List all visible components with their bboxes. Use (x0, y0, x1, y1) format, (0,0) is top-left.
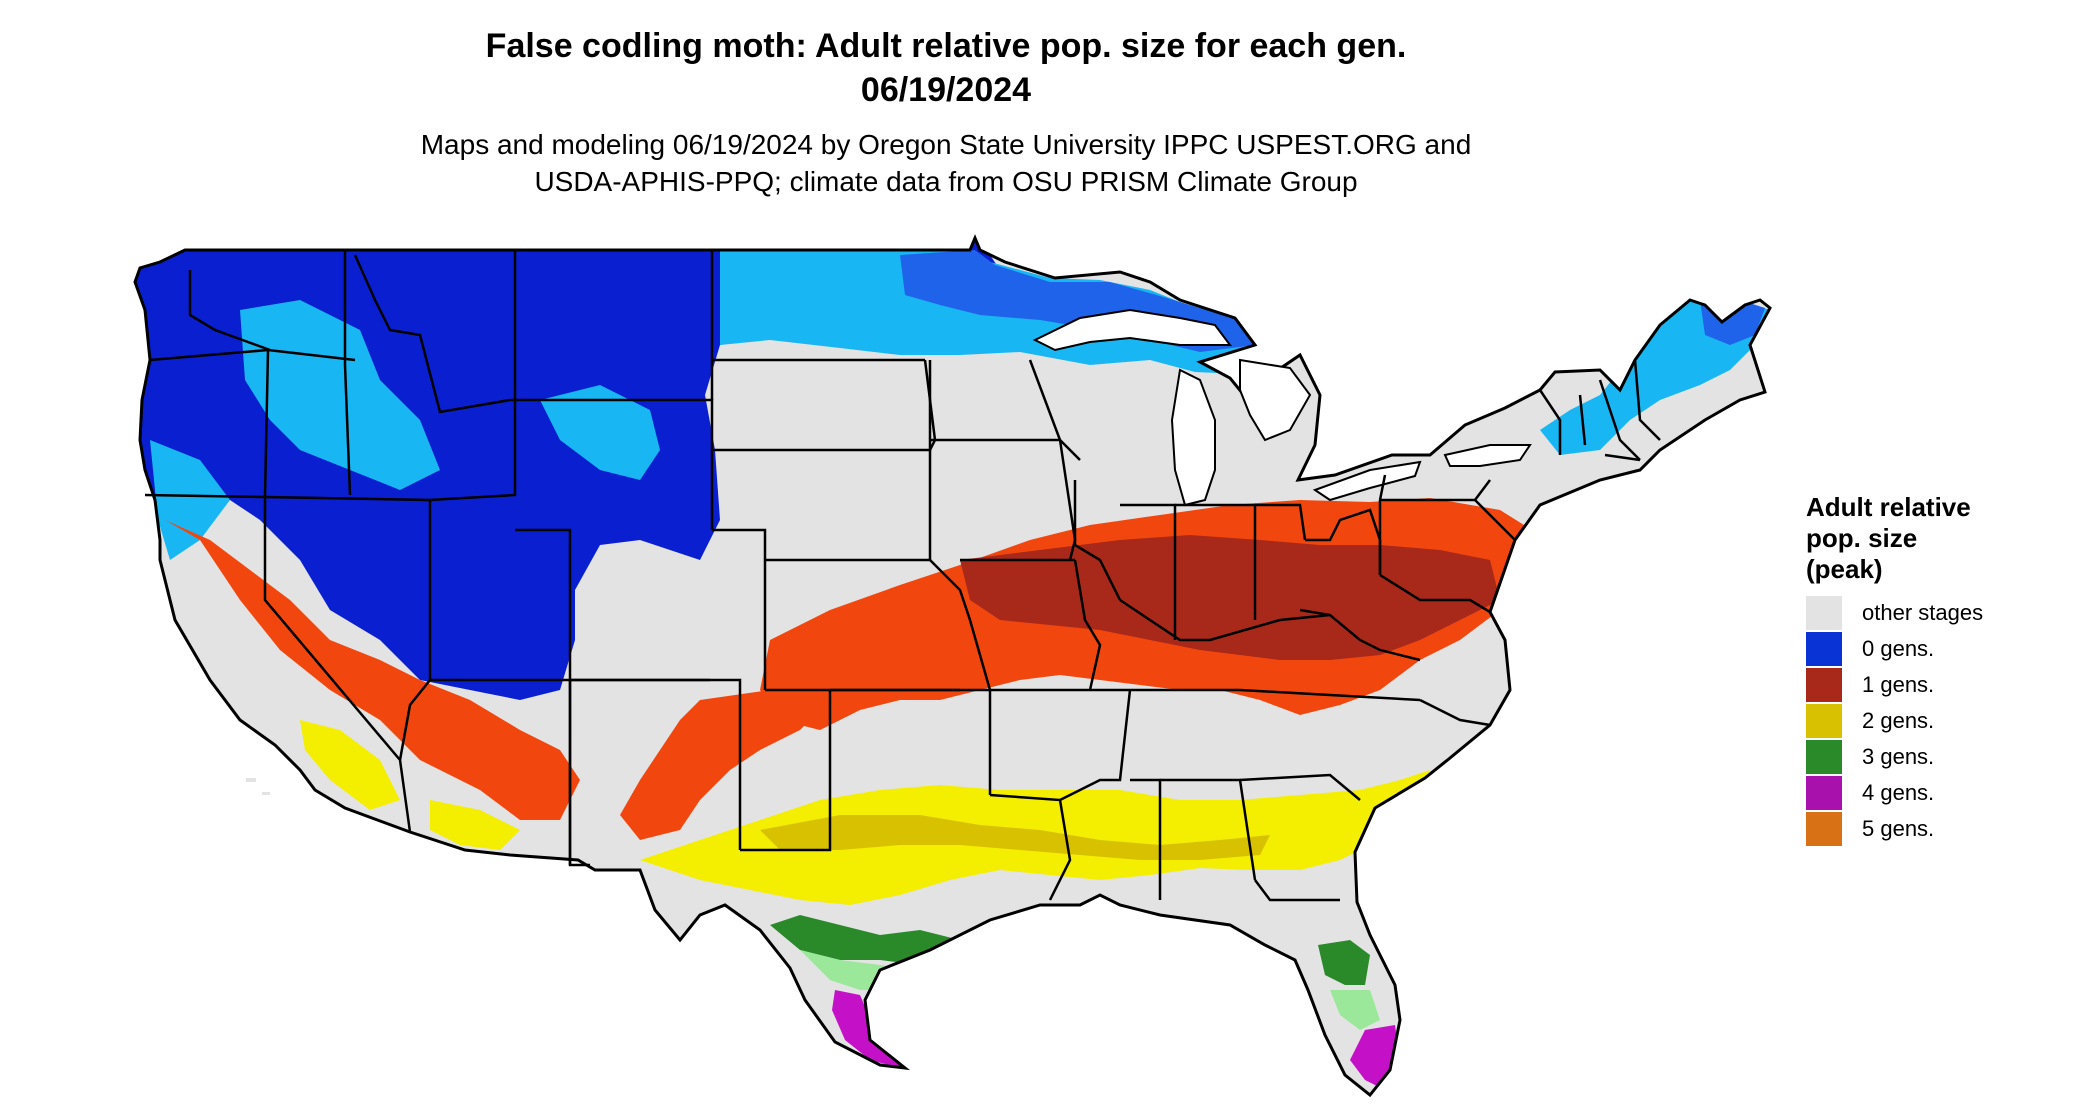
legend-label: 0 gens. (1862, 636, 1935, 661)
legend: Adult relative pop. size (peak) other st… (1806, 492, 1983, 847)
state-borders (144, 250, 1661, 902)
legend-title-line1: Adult relative (1806, 492, 1971, 522)
legend-title-line2: pop. size (1806, 523, 1918, 553)
legend-item: other stages (1806, 595, 1983, 631)
legend-label: 3 gens. (1862, 744, 1935, 769)
legend-items: other stages 0 gens. 1 gens. 2 gens. 3 gens.… (1806, 595, 1983, 847)
zone-1-gen-southwest-band (620, 690, 830, 840)
map-ocean-specks (246, 778, 270, 795)
lake-erie (1312, 460, 1422, 502)
chart-subtitle-line2: USDA-APHIS-PPQ; climate data from OSU PR… (534, 166, 1358, 197)
lake-ontario (1443, 444, 1532, 467)
zone-3-gens-florida (1318, 940, 1370, 985)
legend-item: 2 gens. (1806, 703, 1983, 739)
legend-item: 5 gens. (1806, 811, 1983, 847)
legend-swatch (1806, 632, 1842, 666)
zone-0-gens-north (135, 240, 1260, 700)
legend-item: 3 gens. (1806, 739, 1983, 775)
chart-title-line1: False codling moth: Adult relative pop. … (485, 27, 1407, 65)
zone-2-gens-california (300, 720, 400, 810)
lake-michigan (1170, 368, 1216, 507)
legend-swatch (1806, 668, 1842, 702)
legend-item: 4 gens. (1806, 775, 1983, 811)
zone-0-gens-light-west-c (540, 385, 660, 480)
legend-swatch (1806, 812, 1842, 846)
legend-title-line3: (peak) (1806, 554, 1883, 584)
chart-subtitle-line1: Maps and modeling 06/19/2024 by Oregon S… (420, 129, 1472, 160)
legend-label: 5 gens. (1862, 816, 1935, 841)
zone-0-gens-newengland (1540, 300, 1770, 455)
zone-1-gen-california (165, 520, 580, 820)
zone-0-gens-light-west-b (150, 440, 230, 560)
zone-2-gens-olive (760, 815, 1270, 860)
legend-label: 2 gens. (1862, 708, 1935, 733)
lake-huron (1239, 358, 1312, 442)
legend-item: 0 gens. (1806, 631, 1983, 667)
chart-title-line2: 06/19/2024 (860, 71, 1032, 109)
lake-superior (1032, 308, 1232, 352)
zone-1-gen-core (960, 535, 1500, 660)
legend-swatch (1806, 704, 1842, 738)
zone-0-gens-light-west-a (240, 300, 440, 490)
legend-swatch (1806, 776, 1842, 810)
legend-label: 4 gens. (1862, 780, 1935, 805)
legend-title: Adult relative pop. size (peak) (1806, 492, 1983, 585)
zone-2-gens-southwest (430, 800, 520, 850)
legend-label: 1 gens. (1862, 672, 1935, 697)
legend-swatch (1806, 740, 1842, 774)
zone-3-gens-florida-light (1330, 990, 1380, 1030)
legend-label: other stages (1862, 600, 1984, 625)
legend-item: 1 gens. (1806, 667, 1983, 703)
legend-swatch (1806, 596, 1842, 630)
us-outline (133, 234, 1772, 1098)
